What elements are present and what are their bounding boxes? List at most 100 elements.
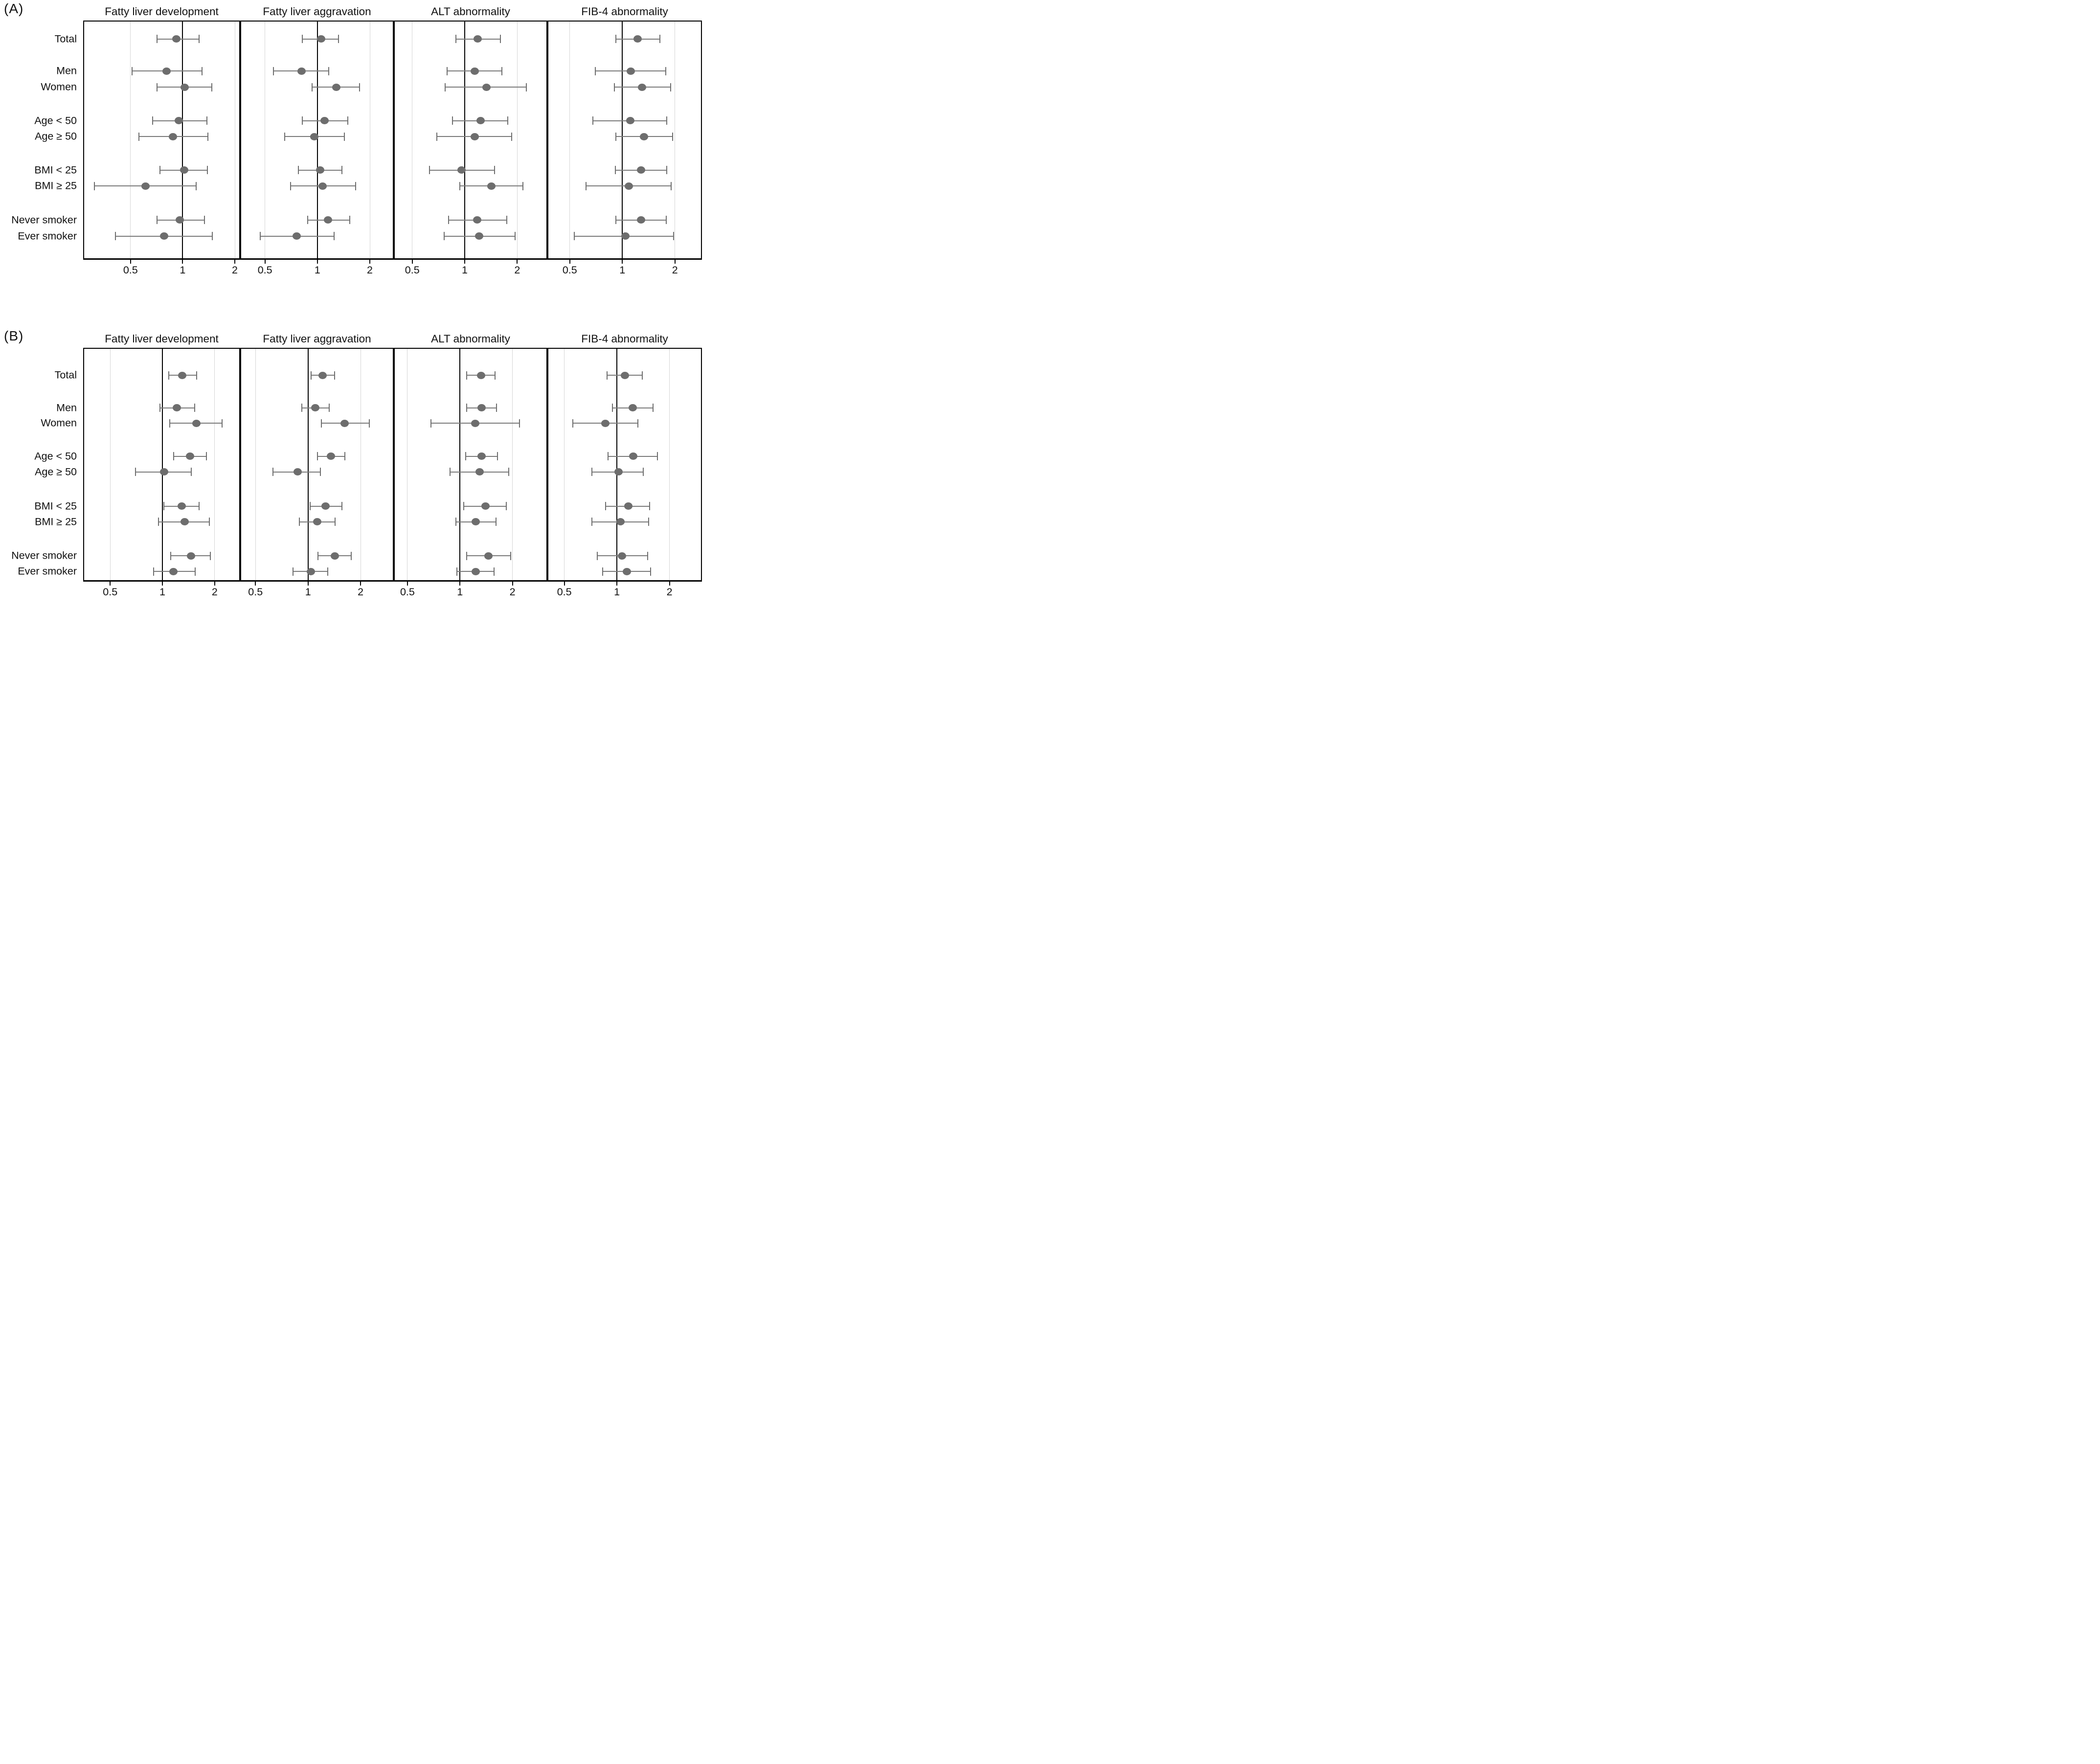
ci-cap-right (665, 67, 666, 75)
x-tick-cell: 0.5 1 2 (394, 260, 547, 279)
x-tick-mark (234, 260, 236, 264)
ci-cap-left (273, 67, 274, 75)
or-point (471, 567, 480, 575)
ci-cap-right (508, 468, 510, 476)
row-label: BMI ≥ 25 (35, 180, 77, 192)
reference-line-1 (316, 22, 318, 258)
ci-cap-left (594, 67, 596, 75)
ci-cap-right (335, 518, 336, 526)
x-tick-mark (406, 582, 408, 586)
row-label: Age < 50 (34, 450, 77, 462)
ci-cap-right (494, 166, 495, 175)
gridline-2 (512, 349, 513, 580)
ci-cap-right (359, 83, 361, 91)
ci-cap-right (347, 116, 348, 125)
x-tick-mark (264, 260, 266, 264)
or-point (475, 468, 484, 476)
or-point (470, 133, 479, 140)
x-tick-mark (464, 260, 466, 264)
ci-cap-left (615, 132, 617, 141)
ci-cap-left (436, 132, 437, 141)
ci-cap-right (670, 181, 672, 190)
or-point (162, 67, 171, 75)
x-tick-mark (512, 582, 513, 586)
ci-cap-left (317, 551, 318, 560)
gridline-0.5 (255, 349, 256, 580)
ci-cap-left (320, 419, 322, 428)
or-point (323, 216, 332, 224)
or-point (311, 404, 319, 412)
or-point (625, 182, 633, 190)
x-axis-ticks-row-b: 0.5 1 2 0.5 1 2 0.5 1 2 0.5 1 2 (83, 582, 703, 601)
or-point (297, 67, 306, 75)
row-label: Total (54, 33, 77, 45)
ci-cap-left (615, 35, 617, 44)
ci-cap-left (94, 181, 95, 190)
or-point (177, 502, 186, 510)
ci-cap-left (310, 371, 312, 380)
ci-cap-left (153, 567, 155, 576)
or-point (621, 232, 630, 240)
gridline-2 (214, 349, 215, 580)
reference-line-1 (307, 349, 309, 580)
or-point (313, 518, 322, 526)
x-tick-label: 0.5 (103, 586, 118, 598)
or-point (310, 133, 319, 140)
or-point (629, 452, 637, 460)
ci-cap-left (170, 551, 172, 560)
or-point (332, 83, 340, 91)
ci-cap-left (292, 567, 294, 576)
ci-cap-right (344, 132, 345, 141)
or-point (178, 371, 186, 379)
or-point (141, 182, 150, 190)
x-tick-label: 2 (358, 586, 364, 598)
ci-cap-left (455, 35, 456, 44)
ci-cap-left (156, 83, 158, 91)
ci-cap-left (152, 116, 153, 125)
x-tick-label: 2 (211, 586, 218, 598)
ci-cap-left (456, 567, 457, 576)
ci-cap-right (327, 567, 329, 576)
ci-cap-left (466, 404, 467, 412)
forest-subplot-b3 (394, 348, 547, 582)
gridline-2 (669, 349, 670, 580)
plot-row-b: Total Men Women Age < 50 Age ≥ 50 BMI < 25 BMI… (0, 348, 703, 582)
forest-subplot-a2 (240, 21, 394, 260)
or-point (476, 117, 485, 125)
ci-cap-left (615, 216, 617, 225)
ci-cap-right (208, 518, 210, 526)
or-point (618, 552, 627, 560)
or-point (616, 518, 625, 526)
x-tick-label: 2 (672, 264, 678, 276)
x-tick-label: 1 (180, 264, 186, 276)
ci-cap-right (665, 216, 667, 225)
or-point (639, 133, 648, 140)
ci-cap-left (302, 116, 303, 125)
or-point (172, 404, 181, 412)
plot-row-a: Total Men Women Age < 50 Age ≥ 50 BMI < 25 BMI… (0, 21, 703, 260)
x-tick-label: 1 (314, 264, 320, 276)
x-tick-mark (316, 260, 318, 264)
forest-subplot-a4 (547, 21, 702, 260)
row-label: Men (56, 402, 77, 414)
row-label: Age ≥ 50 (35, 130, 77, 142)
ci-cap-right (194, 567, 196, 576)
ci-cap-right (522, 181, 523, 190)
column-title: FIB-4 abnormality (581, 333, 668, 345)
or-point (638, 83, 647, 91)
or-point (316, 166, 325, 174)
forest-subplot-b2 (240, 348, 394, 582)
ci-cap-right (338, 35, 339, 44)
x-tick-cell: 0.5 1 2 (547, 260, 702, 279)
ci-cap-right (206, 116, 207, 125)
panel-label: (B) (4, 328, 24, 343)
ci-cap-right (643, 468, 644, 476)
ci-cap-left (466, 371, 467, 380)
ci-cap-left (614, 166, 616, 175)
column-title: Fatty liver development (105, 5, 219, 18)
ci-cap-left (444, 83, 446, 91)
x-tick-mark (564, 582, 565, 586)
or-point (159, 232, 168, 240)
or-point (172, 35, 181, 43)
ci-cap-left (307, 216, 309, 225)
